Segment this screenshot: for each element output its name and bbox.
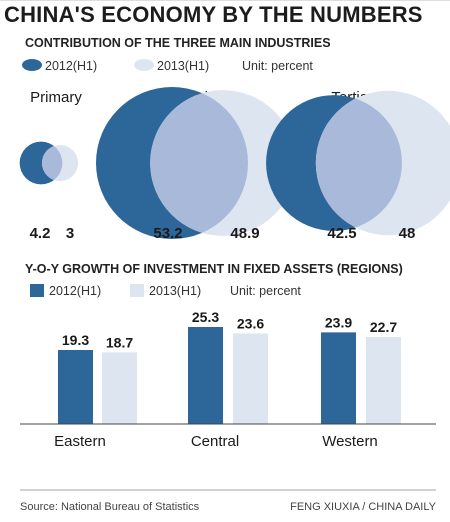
value-label-2013-tertiary: 48 <box>399 225 416 242</box>
legend-swatch-2012 <box>22 59 42 71</box>
circle-overlap-secondary <box>150 90 248 236</box>
contribution-chart-subtitle: CONTRIBUTION OF THE THREE MAIN INDUSTRIE… <box>25 36 331 50</box>
investment-legend: 2012(H1) 2013(H1) Unit: percent <box>30 284 450 300</box>
value-label-2012-tertiary: 42.5 <box>327 225 356 242</box>
value-label-2013-secondary: 48.9 <box>230 225 259 242</box>
category-label-western: Western <box>322 433 378 450</box>
source-note: Source: National Bureau of Statistics <box>20 501 200 513</box>
legend-label-2012: 2012(H1) <box>49 284 102 298</box>
legend-item-2012: 2012(H1) <box>30 284 101 298</box>
bar-2013-central <box>233 333 268 424</box>
value-label-2013-primary: 3 <box>66 225 74 242</box>
legend-label-2012: 2012(H1) <box>45 59 98 73</box>
legend-unit: Unit: percent <box>242 59 313 73</box>
top-rule <box>0 0 450 1</box>
value-label-2012-primary: 4.2 <box>30 225 51 242</box>
legend-swatch-2013 <box>130 284 144 297</box>
legend-swatch-2012 <box>30 284 44 297</box>
bar-2012-western <box>321 332 356 424</box>
category-label-central: Central <box>191 433 239 450</box>
value-label-2012-secondary: 53.2 <box>153 225 182 242</box>
bar-value-2012-central: 25.3 <box>192 309 219 325</box>
category-label-eastern: Eastern <box>54 433 106 450</box>
bar-2013-eastern <box>102 352 137 424</box>
circle-overlap-primary <box>41 144 63 182</box>
legend-unit: Unit: percent <box>230 284 301 298</box>
bar-2012-central <box>188 327 223 424</box>
legend-label-2013: 2013(H1) <box>149 284 202 298</box>
bar-value-2013-western: 22.7 <box>370 319 397 335</box>
category-label-primary: Primary <box>30 89 82 106</box>
bar-2013-western <box>366 336 401 424</box>
legend-item-2012: 2012(H1) <box>22 59 97 73</box>
legend-item-2013: 2013(H1) <box>130 284 201 298</box>
bar-value-2013-central: 23.6 <box>237 316 264 332</box>
bar-value-2012-western: 23.9 <box>325 314 352 330</box>
bar-2012-eastern <box>58 350 93 424</box>
legend-label-2013: 2013(H1) <box>157 59 210 73</box>
credit-note: FENG XIUXIA / CHINA DAILY <box>290 501 436 513</box>
legend-swatch-2013 <box>134 59 154 71</box>
bar-value-2012-eastern: 19.3 <box>62 332 89 348</box>
page-title: CHINA'S ECONOMY BY THE NUMBERS <box>4 2 423 27</box>
bar-value-2013-eastern: 18.7 <box>106 334 133 350</box>
circle-overlap-tertiary <box>315 95 402 231</box>
legend-item-2013: 2013(H1) <box>134 59 209 73</box>
contribution-legend: 2012(H1) 2013(H1) Unit: percent <box>22 59 442 75</box>
investment-chart-subtitle: Y-O-Y GROWTH OF INVESTMENT IN FIXED ASSE… <box>25 262 403 276</box>
